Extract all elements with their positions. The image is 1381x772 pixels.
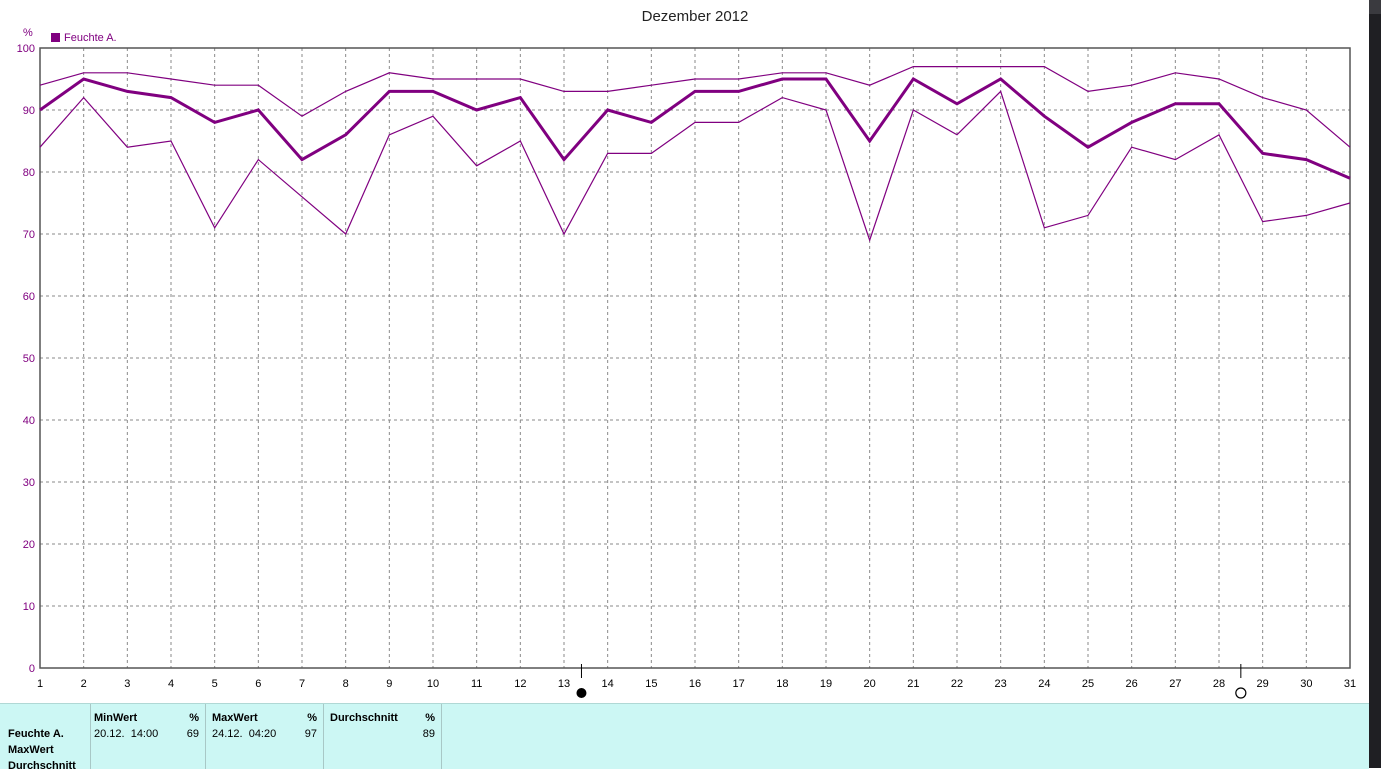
y-tick-label: 0 — [29, 663, 35, 675]
legend-swatch — [51, 33, 60, 42]
x-tick-label: 16 — [689, 678, 701, 690]
row-label-sensor: Feuchte A. — [8, 728, 64, 740]
stats-row-labels: Feuchte A. MaxWert Durchschnitt — [0, 704, 91, 772]
max-header: MaxWert — [212, 712, 258, 724]
max-unit: % — [307, 712, 317, 724]
avg-unit: % — [425, 712, 435, 724]
row-label-max: MaxWert — [8, 744, 54, 756]
y-tick-label: 70 — [23, 229, 35, 241]
plot-frame — [39, 47, 1351, 669]
x-tick-label: 14 — [602, 678, 614, 690]
x-tick-label: 3 — [124, 678, 130, 690]
row-label-avg: Durchschnitt — [8, 760, 76, 772]
x-tick-label: 30 — [1300, 678, 1312, 690]
stats-col-avg: Durchschnitt % 89 — [326, 704, 442, 769]
y-tick-label: 80 — [23, 167, 35, 179]
x-tick-label: 28 — [1213, 678, 1225, 690]
stats-panel: Feuchte A. MaxWert Durchschnitt MinWert … — [0, 703, 1369, 772]
min-unit: % — [189, 712, 199, 724]
min-value: 69 — [186, 728, 199, 740]
y-axis-unit: % — [23, 27, 33, 39]
series-line-max — [39, 65, 1351, 148]
x-tick-label: 23 — [995, 678, 1007, 690]
y-tick-label: 30 — [23, 477, 35, 489]
x-tick-label: 26 — [1126, 678, 1138, 690]
x-tick-label: 6 — [255, 678, 261, 690]
window-edge-top — [1369, 0, 1381, 14]
avg-value: 89 — [422, 728, 435, 740]
x-tick-label: 18 — [776, 678, 788, 690]
max-value: 97 — [304, 728, 317, 740]
x-tick-label: 19 — [820, 678, 832, 690]
series-line-min — [39, 90, 1351, 243]
min-time: 20.12. 14:00 — [94, 728, 159, 740]
x-tick-label: 10 — [427, 678, 439, 690]
x-tick-label: 31 — [1344, 678, 1356, 690]
y-tick-label: 20 — [23, 539, 35, 551]
x-tick-label: 8 — [343, 678, 349, 690]
y-tick-label: 10 — [23, 601, 35, 613]
avg-header: Durchschnitt — [330, 712, 398, 724]
x-tick-label: 21 — [907, 678, 919, 690]
stats-col-min: MinWert % 20.12. 14:00 69 — [90, 704, 206, 769]
x-tick-label: 2 — [81, 678, 87, 690]
x-tick-label: 9 — [386, 678, 392, 690]
x-tick-label: 7 — [299, 678, 305, 690]
new-moon-icon — [1235, 687, 1247, 699]
x-tick-label: 17 — [733, 678, 745, 690]
x-tick-label: 24 — [1038, 678, 1050, 690]
y-tick-label: 50 — [23, 353, 35, 365]
x-tick-label: 5 — [212, 678, 218, 690]
x-tick-label: 12 — [514, 678, 526, 690]
window-edge — [1369, 0, 1381, 768]
y-tick-label: 90 — [23, 105, 35, 117]
x-tick-label: 20 — [864, 678, 876, 690]
y-tick-label: 100 — [17, 43, 35, 55]
humidity-chart: Dezember 2012% Feuchte A. 0 10 20 30 40 50 60 70 8… — [17, 8, 1356, 699]
x-tick-label: 11 — [471, 678, 482, 690]
y-tick-label: 40 — [23, 415, 35, 427]
x-tick-label: 29 — [1257, 678, 1269, 690]
series-line-avg — [39, 77, 1351, 180]
x-tick-label: 25 — [1082, 678, 1094, 690]
max-time: 24.12. 04:20 — [212, 728, 277, 740]
x-tick-label: 15 — [645, 678, 657, 690]
y-tick-label: 60 — [23, 291, 35, 303]
x-tick-label: 22 — [951, 678, 963, 690]
stats-col-max: MaxWert % 24.12. 04:20 97 — [208, 704, 324, 769]
x-tick-label: 13 — [558, 678, 570, 690]
x-tick-label: 27 — [1169, 678, 1181, 690]
chart-title: Dezember 2012 — [642, 8, 749, 25]
legend-label: Feuchte A. — [64, 32, 117, 44]
x-tick-label: 4 — [168, 678, 174, 690]
min-header: MinWert — [94, 712, 138, 724]
x-tick-label: 1 — [37, 678, 43, 690]
full-moon-icon — [576, 688, 587, 698]
